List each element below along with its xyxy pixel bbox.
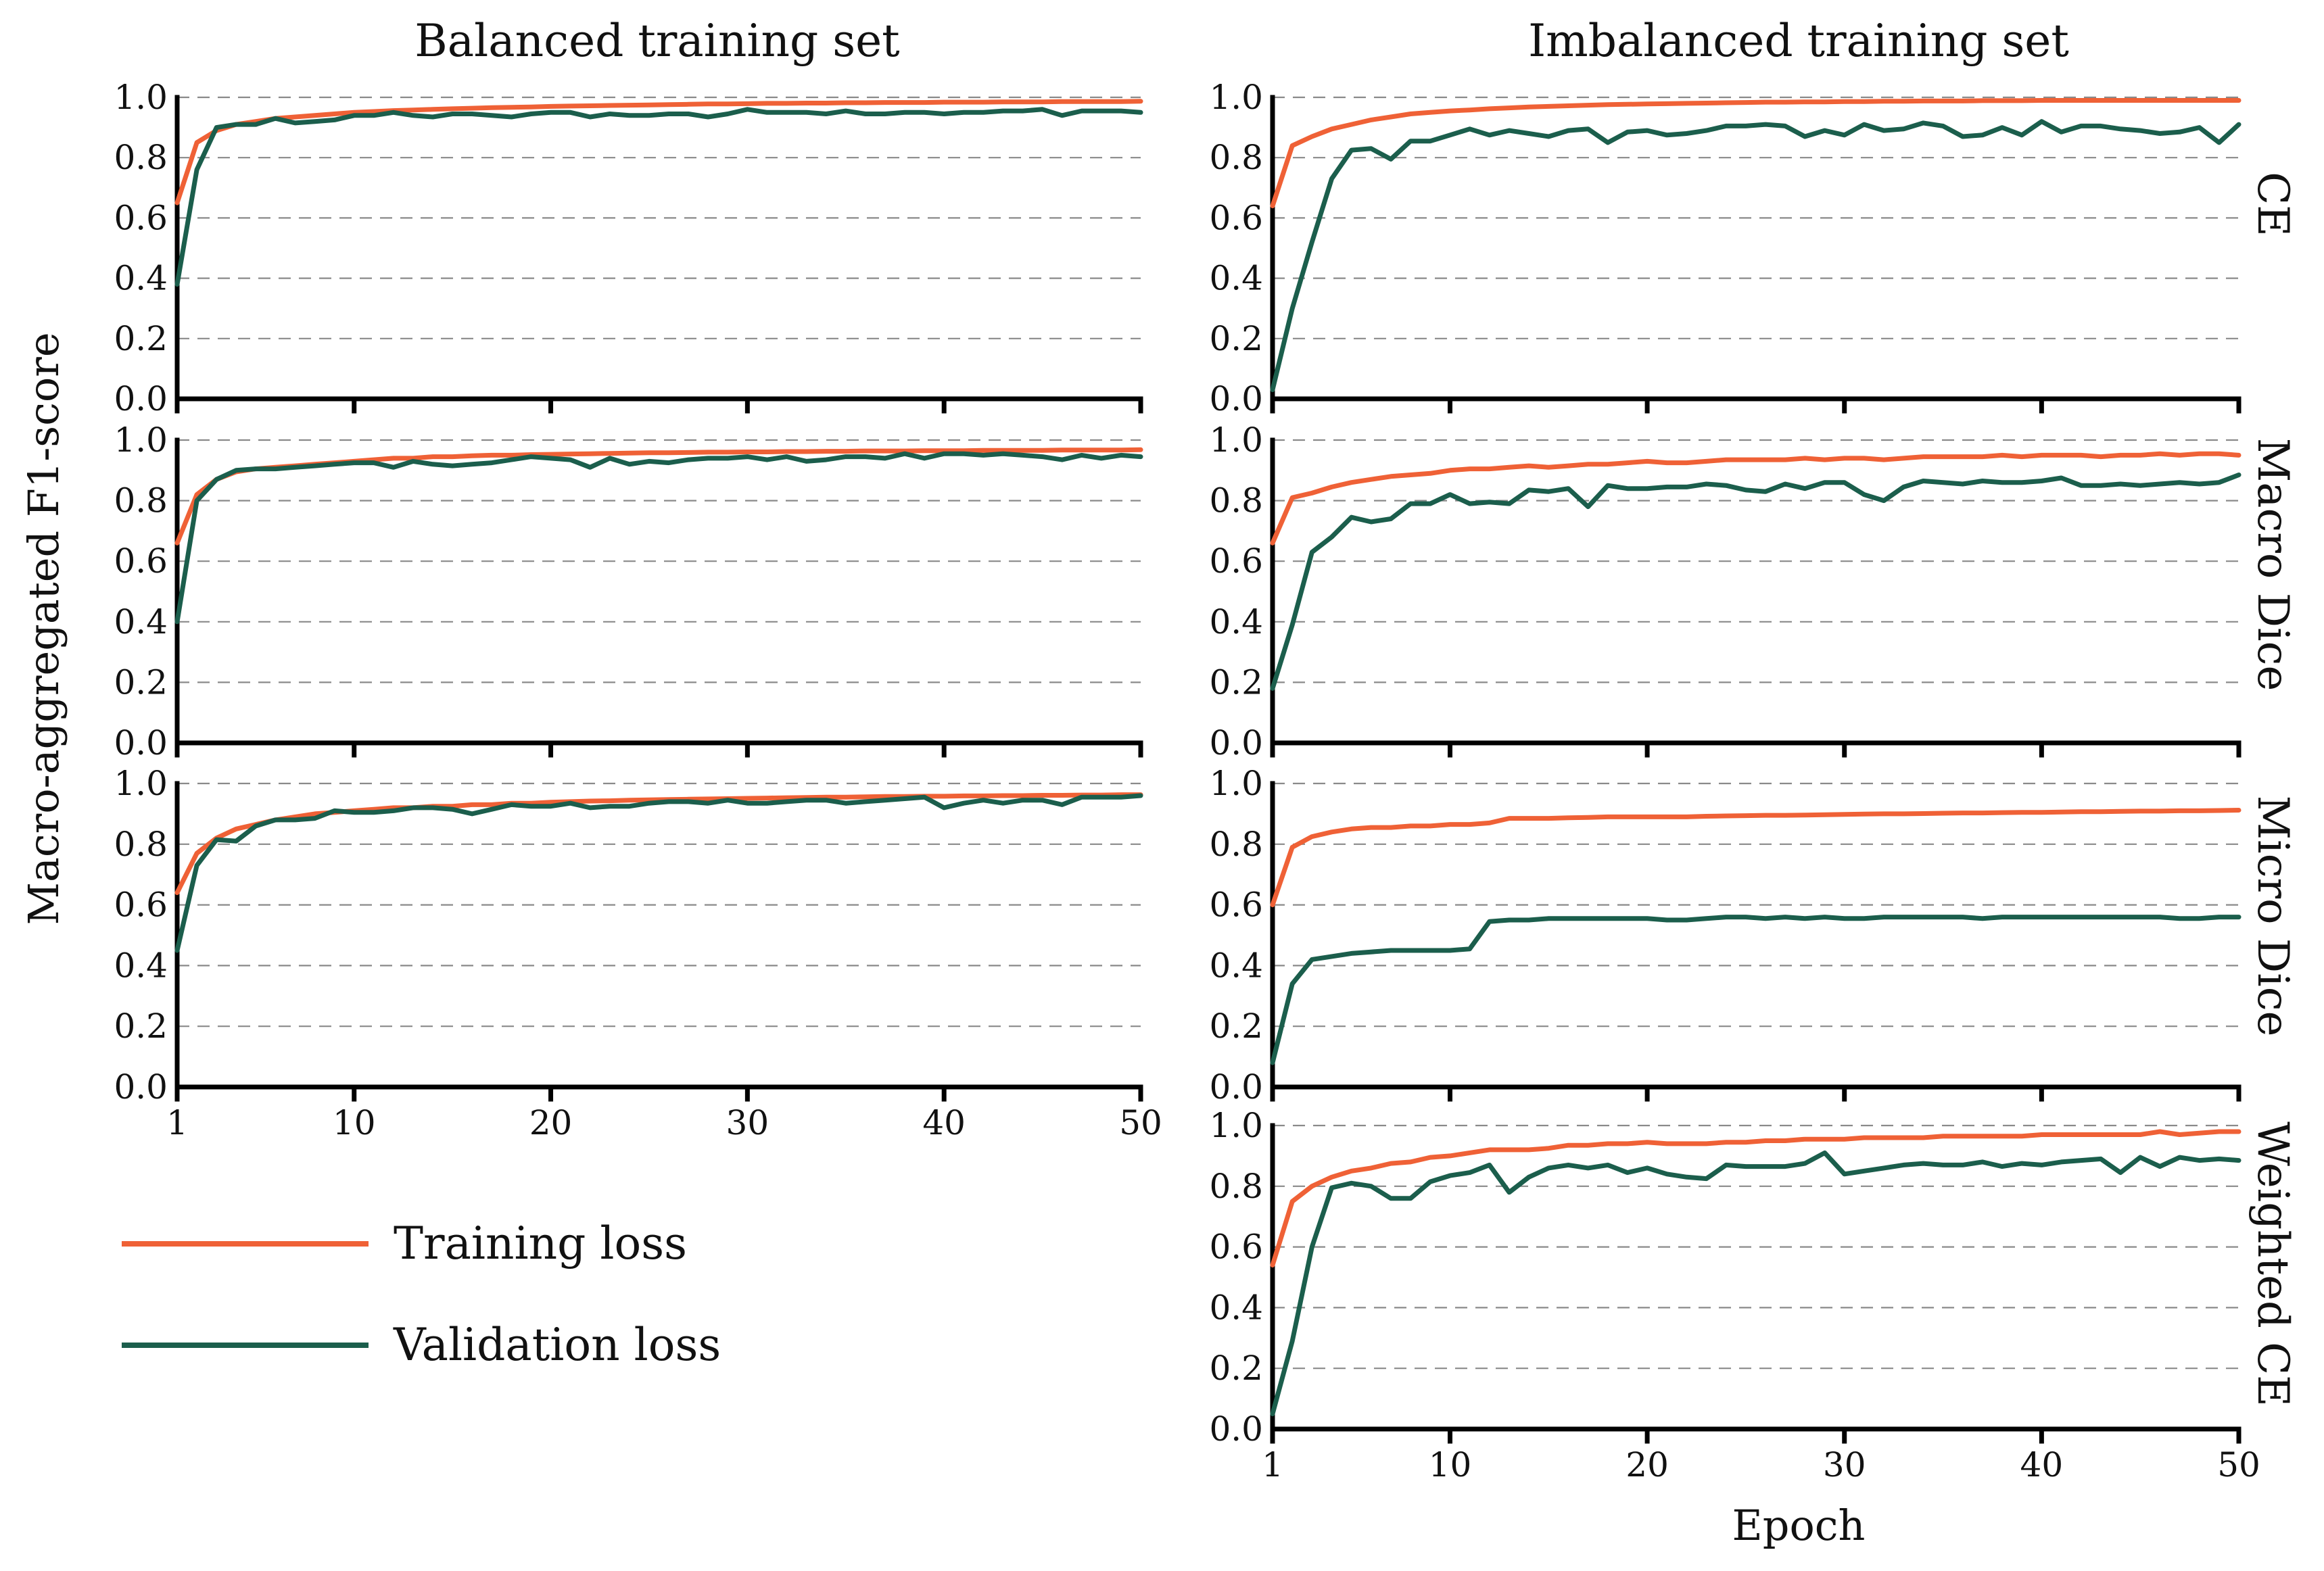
panel-7: 0.0 0.2 0.4 0.6 0.8 1.0 1 10 20 30 40 50 xyxy=(1209,1106,2260,1484)
y-tick-label: 0.8 xyxy=(1209,1167,1263,1206)
y-tick-label: 0.4 xyxy=(114,259,168,298)
y-tick-label: 0.6 xyxy=(1209,886,1263,925)
y-tick-label: 0.2 xyxy=(114,1007,168,1046)
legend-training-label: Training loss xyxy=(394,1217,687,1270)
panel-4: 0.0 0.2 0.4 0.6 0.8 1.0 xyxy=(1209,420,2242,763)
x-tick-label: 10 xyxy=(333,1103,376,1142)
y-tick-label: 0.0 xyxy=(1209,1409,1263,1449)
y-tick-label: 1.0 xyxy=(114,420,168,460)
y-tick-label: 0.8 xyxy=(1209,138,1263,177)
training-loss-line xyxy=(1270,808,2242,908)
row-label-weighted-ce: Weighted CE xyxy=(2248,1121,2298,1407)
y-tick-label: 0.2 xyxy=(1209,319,1263,358)
y-tick-label: 0.8 xyxy=(114,825,168,864)
y-tick-label: 0.6 xyxy=(1209,1228,1263,1267)
y-tick-label: 0.4 xyxy=(1209,602,1263,642)
row-label-macro-dice: Macro Dice xyxy=(2248,438,2298,692)
validation-loss-line xyxy=(1270,1150,2242,1417)
y-tick-label: 0.4 xyxy=(1209,946,1263,985)
y-tick-label: 1.0 xyxy=(114,764,168,803)
y-tick-label: 1.0 xyxy=(1209,78,1263,117)
row-label-micro-dice: Micro Dice xyxy=(2248,796,2298,1037)
validation-loss-line xyxy=(1270,473,2242,691)
y-tick-label: 0.6 xyxy=(1209,541,1263,581)
validation-loss-line xyxy=(174,793,1143,953)
x-tick-label: 20 xyxy=(1626,1445,1669,1484)
validation-loss-line xyxy=(174,107,1143,287)
y-tick-label: 0.2 xyxy=(1209,1349,1263,1388)
column-title-balanced: Balanced training set xyxy=(414,15,899,67)
x-tick-label: 1 xyxy=(1262,1445,1283,1484)
y-tick-label: 0.8 xyxy=(114,138,168,177)
panel-3: 0.0 0.2 0.4 0.6 0.8 1.0 xyxy=(114,420,1143,763)
y-tick-label: 0.6 xyxy=(114,886,168,925)
x-axis-label: Epoch xyxy=(1732,1501,1866,1550)
y-tick-label: 0.4 xyxy=(1209,259,1263,298)
panel-1: 0.0 0.2 0.4 0.6 0.8 1.0 xyxy=(114,78,1143,418)
y-tick-label: 1.0 xyxy=(1209,764,1263,803)
y-tick-label: 0.0 xyxy=(114,379,168,418)
y-tick-label: 0.8 xyxy=(1209,481,1263,521)
y-axis-label: Macro-aggregated F1-score xyxy=(19,332,68,925)
y-tick-label: 0.6 xyxy=(114,198,168,237)
training-loss-line xyxy=(1270,98,2242,209)
training-loss-line xyxy=(1270,451,2242,546)
validation-loss-line xyxy=(1270,915,2242,1065)
y-tick-label: 0.8 xyxy=(1209,825,1263,864)
x-tick-label: 20 xyxy=(529,1103,573,1142)
panel-5: 0.0 0.2 0.4 0.6 0.8 1.0 1 10 20 30 40 50 xyxy=(114,764,1162,1142)
y-tick-label: 0.0 xyxy=(114,723,168,763)
y-tick-label: 0.4 xyxy=(1209,1288,1263,1327)
y-tick-label: 0.2 xyxy=(114,662,168,702)
y-tick-label: 0.0 xyxy=(1209,723,1263,763)
panel-6: 0.0 0.2 0.4 0.6 0.8 1.0 xyxy=(1209,764,2242,1107)
y-tick-label: 0.8 xyxy=(114,481,168,521)
y-tick-label: 0.4 xyxy=(114,946,168,985)
y-tick-label: 0.2 xyxy=(1209,1007,1263,1046)
row-label-ce: CE xyxy=(2248,172,2298,237)
x-tick-label: 30 xyxy=(726,1103,769,1142)
y-tick-label: 0.6 xyxy=(1209,198,1263,237)
y-tick-label: 0.2 xyxy=(1209,662,1263,702)
x-tick-label: 40 xyxy=(2020,1445,2064,1484)
validation-loss-line xyxy=(174,451,1143,625)
training-loss-line xyxy=(174,99,1143,206)
x-tick-label: 50 xyxy=(2217,1445,2260,1484)
legend-validation-label: Validation loss xyxy=(393,1319,721,1371)
x-tick-label: 1 xyxy=(166,1103,188,1142)
y-tick-label: 1.0 xyxy=(1209,1106,1263,1145)
training-loss-line xyxy=(1270,1129,2242,1267)
y-tick-label: 0.0 xyxy=(114,1067,168,1107)
validation-loss-line xyxy=(1270,119,2242,393)
x-tick-label: 50 xyxy=(1119,1103,1162,1142)
x-tick-label: 30 xyxy=(1823,1445,1866,1484)
y-tick-label: 0.6 xyxy=(114,541,168,581)
y-tick-label: 0.0 xyxy=(1209,379,1263,418)
y-tick-label: 1.0 xyxy=(114,78,168,117)
column-title-imbalanced: Imbalanced training set xyxy=(1528,15,2069,67)
panel-2: 0.0 0.2 0.4 0.6 0.8 1.0 xyxy=(1209,78,2242,418)
y-tick-label: 0.0 xyxy=(1209,1067,1263,1107)
x-tick-label: 40 xyxy=(922,1103,966,1142)
y-tick-label: 0.2 xyxy=(114,319,168,358)
x-tick-label: 10 xyxy=(1429,1445,1472,1484)
y-tick-label: 1.0 xyxy=(1209,420,1263,460)
y-tick-label: 0.4 xyxy=(114,602,168,642)
